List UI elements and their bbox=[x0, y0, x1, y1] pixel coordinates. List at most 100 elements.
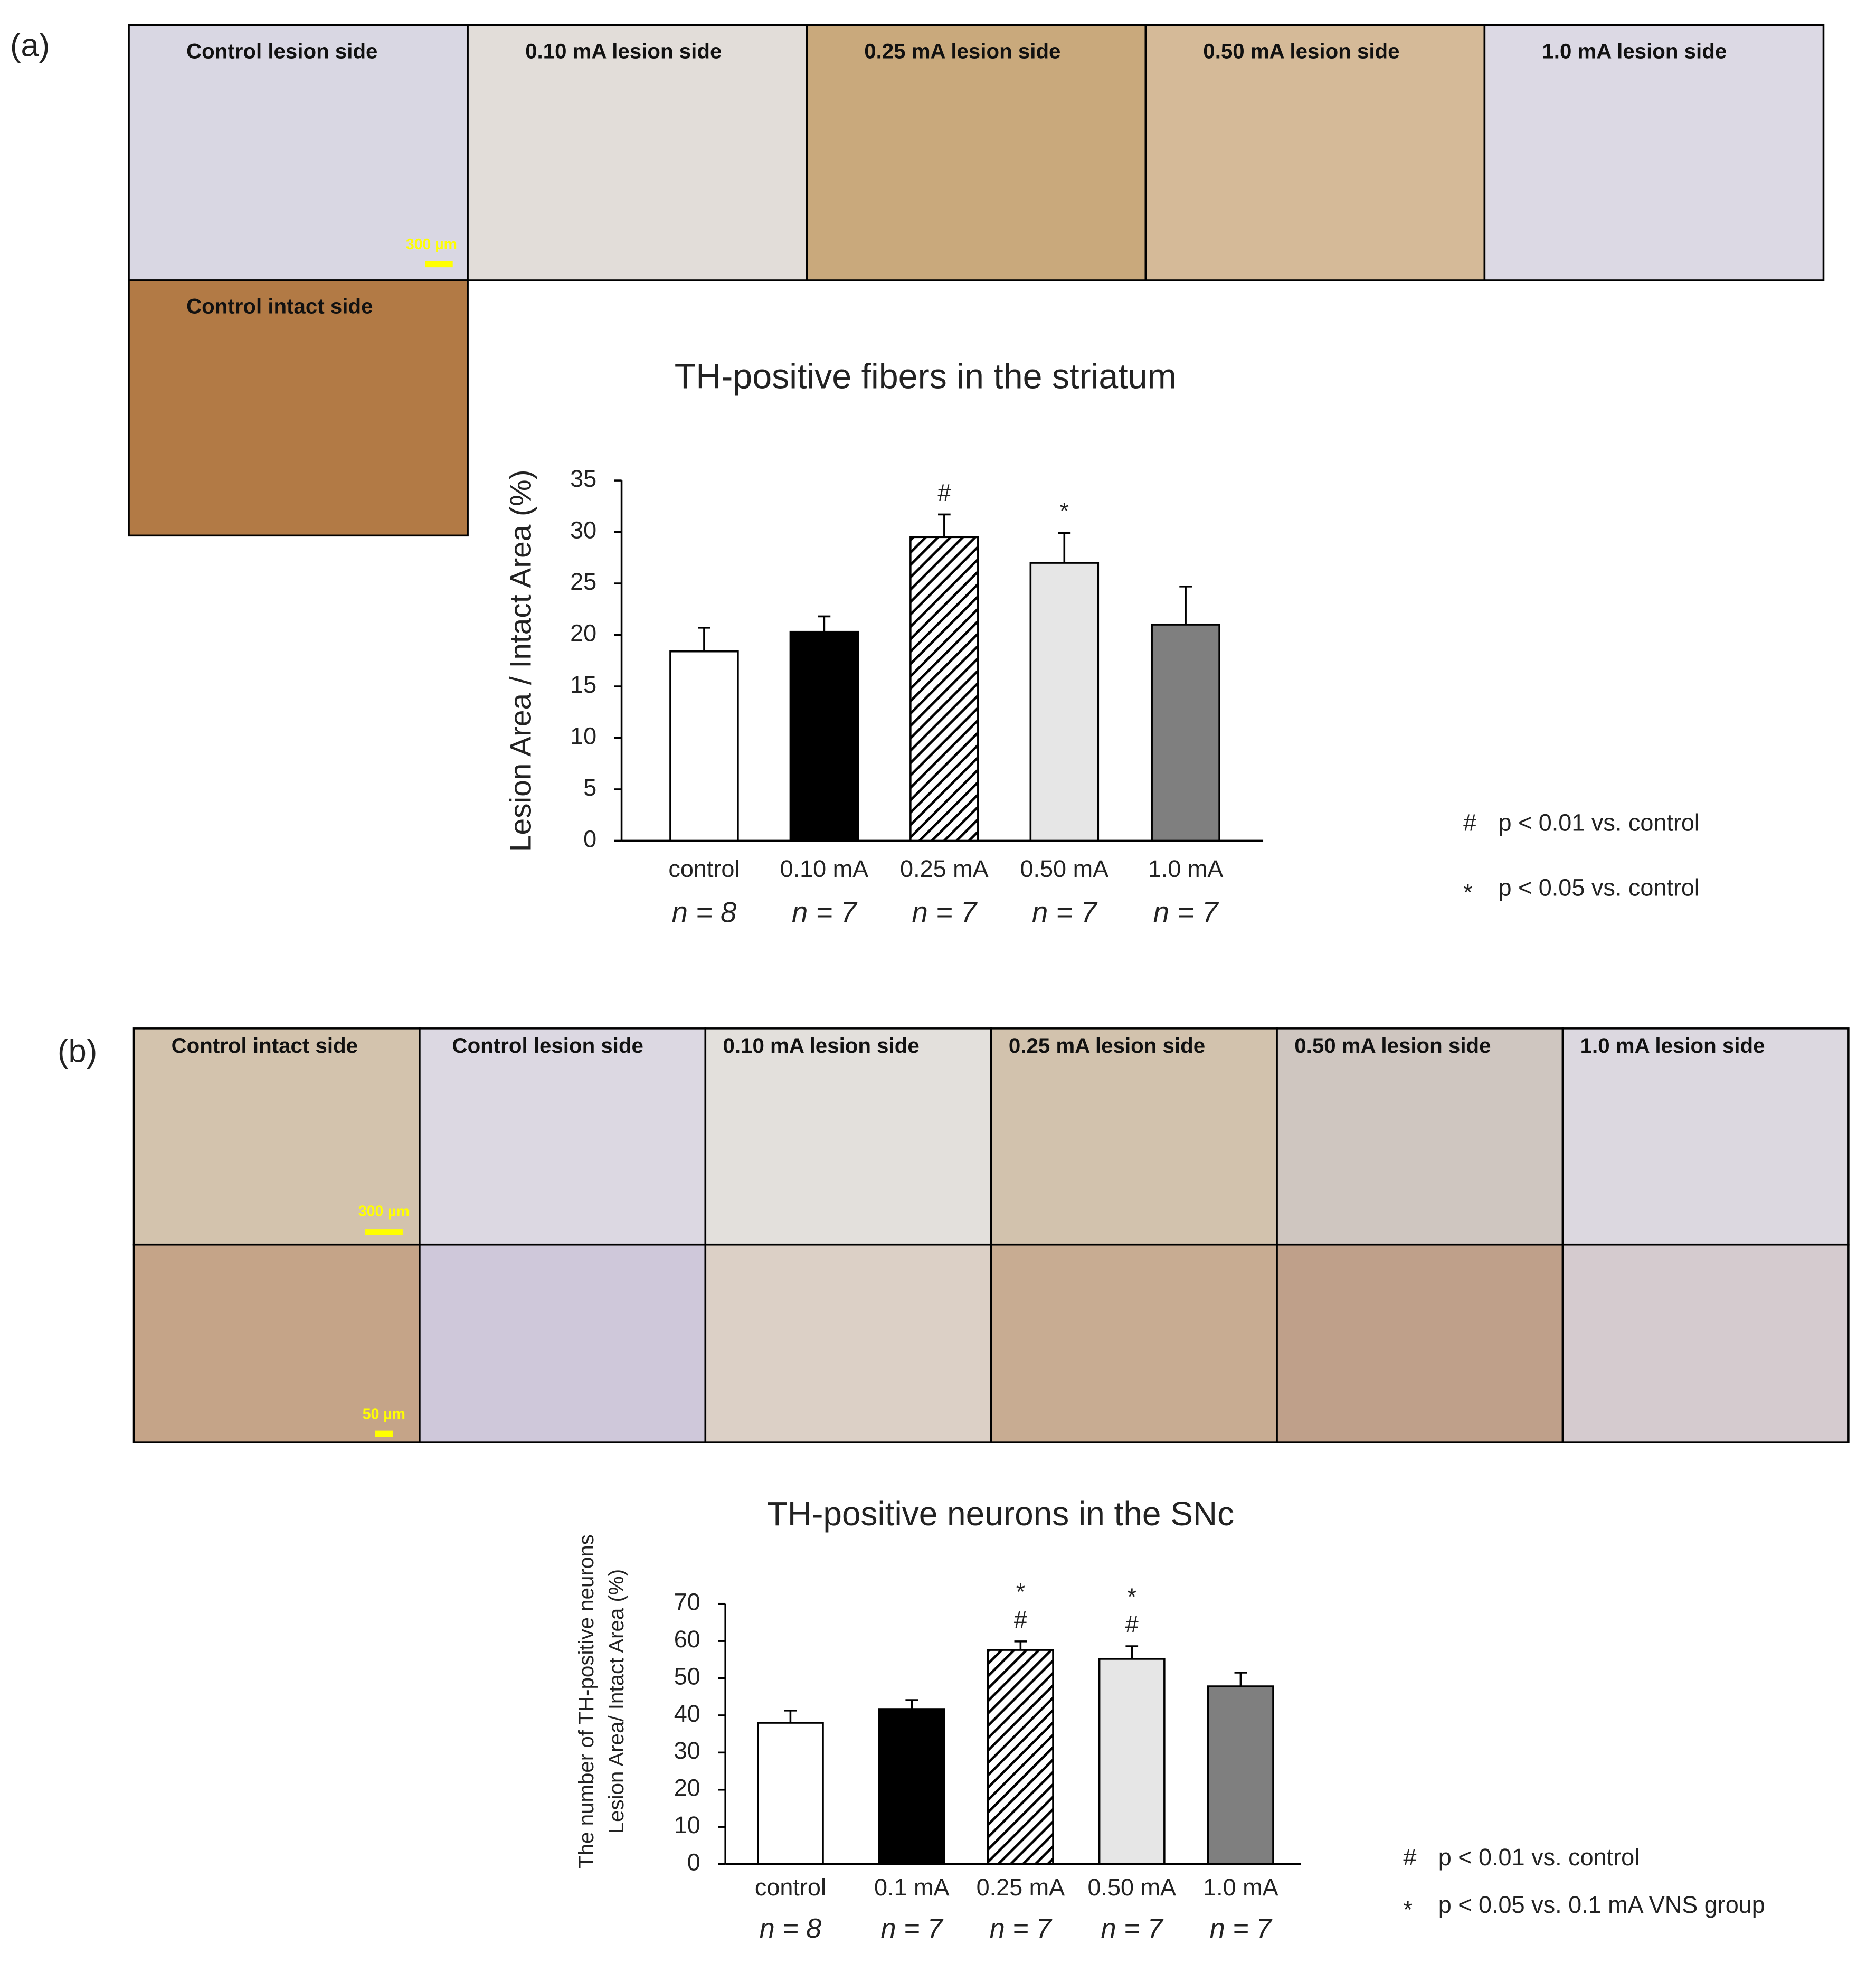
y-tick-label: 70 bbox=[674, 1589, 700, 1616]
y-tick-label: 25 bbox=[570, 568, 596, 595]
image-label: 0.50 mA lesion side bbox=[1294, 1034, 1491, 1058]
significance-mark: # bbox=[1125, 1611, 1139, 1638]
image-label: 0.25 mA lesion side bbox=[1009, 1034, 1205, 1058]
bar bbox=[1207, 1685, 1274, 1865]
image-label: Control intact side bbox=[186, 295, 373, 318]
bar bbox=[909, 536, 979, 842]
x-tick-label: 0.1 mA bbox=[874, 1874, 950, 1901]
note-text: p < 0.05 vs. 0.1 mA VNS group bbox=[1438, 1891, 1765, 1918]
micrograph bbox=[132, 1027, 421, 1246]
n-label: n = 7 bbox=[1032, 896, 1097, 929]
y-tick-label: 35 bbox=[570, 465, 596, 492]
bar bbox=[669, 650, 739, 842]
n-label: n = 8 bbox=[672, 896, 737, 929]
scale-bar-label: 50 µm bbox=[363, 1405, 405, 1422]
scale-bar-label: 300 µm bbox=[406, 236, 457, 253]
n-label: n = 7 bbox=[881, 1913, 944, 1944]
micrograph bbox=[1144, 24, 1486, 281]
note-symbol: # bbox=[1463, 809, 1476, 836]
micrograph bbox=[806, 24, 1147, 281]
bar bbox=[1029, 562, 1100, 842]
n-label: n = 7 bbox=[990, 1913, 1053, 1944]
note-symbol: * bbox=[1403, 1896, 1413, 1923]
y-tick-label: 10 bbox=[674, 1811, 700, 1838]
image-label: 1.0 mA lesion side bbox=[1542, 39, 1727, 63]
significance-mark: # bbox=[1014, 1606, 1027, 1633]
x-tick-label: control bbox=[668, 855, 740, 882]
error-bar bbox=[1179, 586, 1192, 625]
image-label: 0.10 mA lesion side bbox=[723, 1034, 919, 1058]
bar bbox=[1098, 1658, 1166, 1865]
x-tick-label: 0.25 mA bbox=[977, 1874, 1065, 1901]
micrograph bbox=[467, 24, 808, 281]
micrograph bbox=[1276, 1027, 1564, 1246]
x-tick-label: 0.10 mA bbox=[780, 855, 869, 882]
micrograph bbox=[1561, 1243, 1850, 1443]
panel-label: (a) bbox=[10, 27, 50, 64]
y-tick-label: 30 bbox=[570, 516, 596, 543]
bar bbox=[987, 1649, 1054, 1865]
n-label: n = 7 bbox=[1101, 1913, 1164, 1944]
n-label: n = 7 bbox=[792, 896, 857, 929]
error-bar bbox=[1014, 1640, 1027, 1650]
micrograph bbox=[704, 1027, 992, 1246]
note-text: p < 0.05 vs. control bbox=[1498, 874, 1699, 901]
micrograph bbox=[132, 1243, 421, 1443]
note-symbol: # bbox=[1403, 1844, 1416, 1871]
significance-mark: * bbox=[1127, 1583, 1136, 1610]
chart-title: TH-positive fibers in the striatum bbox=[675, 357, 1177, 397]
significance-mark: * bbox=[1016, 1579, 1026, 1606]
x-tick-label: 0.25 mA bbox=[900, 855, 989, 882]
micrograph bbox=[1276, 1243, 1564, 1443]
micrograph bbox=[128, 24, 469, 281]
n-label: n = 7 bbox=[1210, 1913, 1273, 1944]
image-label: 0.50 mA lesion side bbox=[1203, 39, 1399, 63]
image-label: 0.25 mA lesion side bbox=[864, 39, 1060, 63]
error-bar bbox=[905, 1699, 918, 1709]
image-label: Control intact side bbox=[172, 1034, 358, 1058]
bar bbox=[757, 1722, 824, 1865]
error-bar bbox=[1058, 532, 1071, 563]
error-bar bbox=[818, 615, 831, 632]
image-label: Control lesion side bbox=[186, 39, 377, 63]
y-axis-label: The number of TH-positive neurons bbox=[574, 1534, 598, 1868]
x-tick-label: 0.50 mA bbox=[1020, 855, 1109, 882]
y-tick-label: 30 bbox=[674, 1737, 700, 1764]
error-bar bbox=[698, 627, 710, 652]
image-label: 1.0 mA lesion side bbox=[1580, 1034, 1765, 1058]
panel-label: (b) bbox=[58, 1033, 97, 1070]
x-tick-label: 1.0 mA bbox=[1148, 855, 1224, 882]
x-tick-label: 1.0 mA bbox=[1203, 1874, 1278, 1901]
n-label: n = 8 bbox=[760, 1913, 821, 1944]
image-label: 0.10 mA lesion side bbox=[525, 39, 722, 63]
y-axis-label: Lesion Area / Intact Area (%) bbox=[504, 469, 537, 852]
micrograph bbox=[990, 1243, 1278, 1443]
micrograph bbox=[128, 279, 469, 537]
x-tick-label: 0.50 mA bbox=[1087, 1874, 1176, 1901]
y-tick-label: 15 bbox=[570, 671, 596, 698]
error-bar bbox=[1234, 1672, 1247, 1687]
micrograph bbox=[990, 1027, 1278, 1246]
image-label: Control lesion side bbox=[452, 1034, 643, 1058]
n-label: n = 7 bbox=[912, 896, 977, 929]
bar bbox=[878, 1708, 945, 1865]
y-tick-label: 40 bbox=[674, 1700, 700, 1727]
bar bbox=[789, 630, 859, 842]
y-tick-label: 60 bbox=[674, 1626, 700, 1653]
y-tick-label: 20 bbox=[570, 619, 596, 646]
error-bar bbox=[1125, 1645, 1139, 1659]
chart-title: TH-positive neurons in the SNc bbox=[767, 1495, 1234, 1533]
micrograph bbox=[1561, 1027, 1850, 1246]
significance-mark: # bbox=[937, 479, 951, 506]
y-tick-label: 20 bbox=[674, 1775, 700, 1801]
scale-bar-label: 300 µm bbox=[358, 1203, 410, 1220]
bar bbox=[1151, 624, 1220, 842]
y-tick-label: 50 bbox=[674, 1663, 700, 1690]
micrograph bbox=[1483, 24, 1825, 281]
significance-mark: * bbox=[1060, 497, 1069, 524]
y-tick-label: 0 bbox=[583, 825, 596, 852]
y-axis-label: Lesion Area/ Intact Area (%) bbox=[604, 1569, 628, 1834]
micrograph bbox=[419, 1027, 707, 1246]
